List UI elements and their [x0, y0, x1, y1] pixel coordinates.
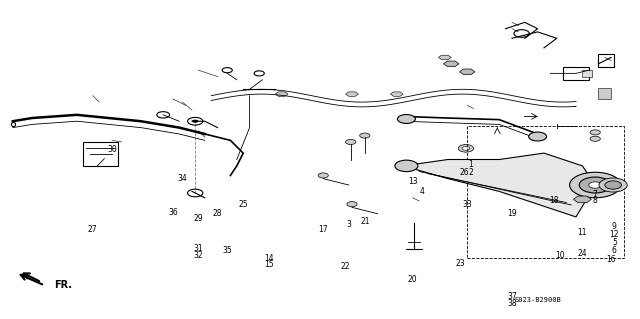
Text: 17: 17: [318, 225, 328, 234]
Text: 11: 11: [578, 228, 587, 237]
Text: 23: 23: [456, 259, 466, 268]
Text: 18: 18: [549, 197, 558, 205]
Bar: [598, 54, 614, 67]
Circle shape: [458, 145, 474, 152]
Circle shape: [589, 182, 602, 188]
Bar: [598, 88, 611, 99]
Circle shape: [590, 130, 600, 135]
Bar: [582, 70, 592, 77]
Text: FR.: FR.: [54, 279, 72, 290]
Circle shape: [529, 132, 547, 141]
Polygon shape: [573, 196, 591, 203]
Text: 36: 36: [168, 208, 178, 217]
Text: 31: 31: [193, 244, 204, 253]
Polygon shape: [275, 92, 288, 96]
Text: 19: 19: [507, 209, 517, 218]
Text: 8: 8: [593, 197, 598, 205]
Circle shape: [395, 160, 418, 172]
Circle shape: [599, 178, 627, 192]
Circle shape: [570, 172, 621, 198]
Circle shape: [347, 202, 357, 207]
Text: 38: 38: [507, 299, 517, 308]
Circle shape: [318, 173, 328, 178]
Circle shape: [590, 136, 600, 141]
Text: 34: 34: [177, 174, 188, 183]
Text: 28: 28: [213, 209, 222, 218]
Text: 4: 4: [420, 187, 425, 196]
Polygon shape: [390, 92, 403, 96]
Text: 29: 29: [193, 214, 204, 223]
Circle shape: [346, 139, 356, 145]
Text: 20: 20: [408, 275, 418, 284]
Text: 9: 9: [612, 222, 617, 231]
Text: 26: 26: [459, 168, 469, 177]
Text: 22: 22: [341, 262, 350, 271]
Circle shape: [579, 177, 611, 193]
Circle shape: [605, 181, 621, 189]
Text: 33: 33: [462, 200, 472, 209]
Text: 27: 27: [88, 225, 98, 234]
Text: 30: 30: [107, 145, 117, 154]
Text: 12: 12: [610, 230, 619, 239]
Bar: [83, 142, 118, 166]
Text: S023-B2900B: S023-B2900B: [514, 297, 561, 303]
Polygon shape: [403, 153, 595, 217]
Text: 21: 21: [360, 217, 369, 226]
Text: 6: 6: [612, 246, 617, 255]
Text: 7: 7: [593, 190, 598, 199]
Text: 16: 16: [606, 256, 616, 264]
Text: 15: 15: [264, 260, 274, 269]
Text: 32: 32: [193, 251, 204, 260]
Circle shape: [397, 115, 415, 123]
Text: 13: 13: [408, 177, 418, 186]
Polygon shape: [438, 55, 451, 60]
Text: 25: 25: [238, 200, 248, 209]
Bar: [467, 126, 624, 258]
Polygon shape: [346, 92, 358, 96]
Text: 35: 35: [222, 246, 232, 255]
Text: 1: 1: [468, 160, 473, 169]
Circle shape: [462, 146, 470, 150]
Text: 14: 14: [264, 254, 274, 263]
Bar: [563, 67, 589, 80]
Text: 5: 5: [612, 238, 617, 247]
Text: 37: 37: [507, 292, 517, 301]
Circle shape: [360, 133, 370, 138]
Text: 2: 2: [468, 168, 473, 177]
Text: 24: 24: [577, 249, 588, 258]
Text: 3: 3: [346, 220, 351, 229]
Circle shape: [192, 120, 198, 123]
Polygon shape: [460, 69, 475, 75]
Polygon shape: [444, 61, 459, 67]
Text: 10: 10: [555, 251, 565, 260]
